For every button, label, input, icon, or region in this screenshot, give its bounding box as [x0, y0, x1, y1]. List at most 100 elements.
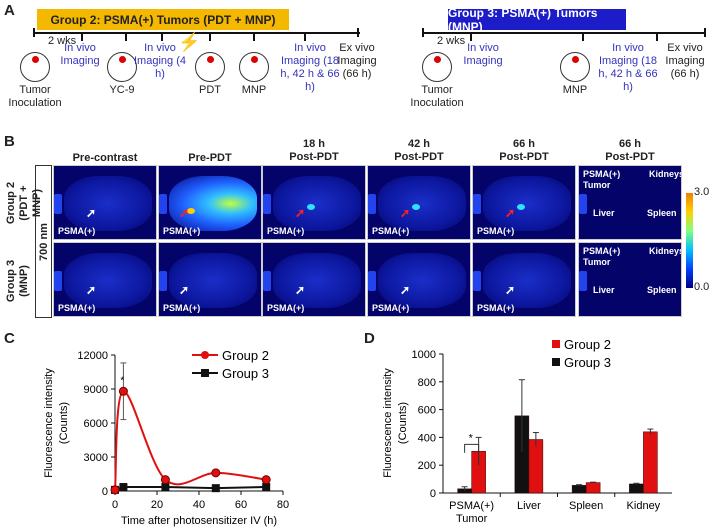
data-point: [160, 475, 170, 485]
panel-b-label: B: [4, 133, 15, 150]
timeline-tick: [209, 32, 211, 41]
group3-title-bar: Group 3: PSMA(+) Tumors (MNP): [448, 6, 626, 34]
x-tick-label: 20: [151, 499, 163, 511]
y-tick-label: 3000: [84, 452, 108, 464]
tumor-label: PSMA(+): [58, 226, 96, 236]
timeline-tick: [422, 28, 424, 37]
colorbar-max: 3.0: [694, 186, 710, 198]
y-tick-label: 12000: [77, 350, 108, 362]
step-label: YC-9: [109, 84, 135, 96]
step-label: MNP: [562, 84, 588, 96]
fluorescence-image: ➚ PSMA(+): [367, 165, 471, 240]
mouse-head: [263, 194, 271, 214]
timeline-tick: [33, 28, 35, 37]
timeline-tick: [582, 32, 584, 41]
imaging-step-label: In vivo Imaging (18 h, 42 h & 66 h): [280, 42, 340, 93]
imaging-step-label: In vivo Imaging: [60, 42, 100, 67]
significance-bracket: [464, 443, 480, 453]
fluorescence-image: ➚ PSMA(+): [262, 165, 366, 240]
tumor-signal: [412, 204, 420, 210]
mouse-body: [483, 253, 571, 308]
timeline-tick: [304, 32, 306, 41]
timeline-tick: [125, 32, 127, 41]
y-tick-label: 6000: [84, 418, 108, 430]
step-label: MNP: [241, 84, 267, 96]
group2-title-bar: Group 2: PSMA(+) Tumors (PDT + MNP): [37, 9, 289, 30]
ex-vivo-organ: [579, 194, 587, 214]
colorbar-min: 0.0: [694, 281, 710, 293]
mouse-body: [64, 176, 152, 231]
arrow-icon: ➚: [505, 283, 516, 297]
bar: [643, 431, 658, 494]
y-tick-label: 0: [430, 488, 436, 500]
fluorescence-image: ➚ PSMA(+): [53, 165, 157, 240]
organ-label-tumor: PSMA(+) Tumor: [583, 169, 621, 190]
mouse-head: [473, 271, 481, 291]
y-axis-label: Fluorescence intensity: [382, 368, 394, 478]
column-header: Pre-PDT: [188, 152, 232, 164]
legend-marker: [552, 358, 560, 366]
mouse-body: [378, 176, 466, 231]
mouse-icon: [239, 52, 269, 82]
fluorescence-image: ➚ PSMA(+): [53, 242, 157, 317]
legend-marker: [201, 369, 209, 377]
y-tick-label: 400: [418, 432, 436, 444]
arrow-icon: ➚: [86, 206, 97, 220]
mouse-body: [64, 253, 152, 308]
mouse-head: [263, 271, 271, 291]
organ-label-tumor: PSMA(+) Tumor: [583, 246, 621, 267]
arrow-icon: ➚: [295, 283, 306, 297]
step-label: Tumor Inoculation: [410, 84, 464, 109]
legend-label: Group 2: [222, 348, 269, 363]
data-point: [110, 485, 120, 495]
tumor-label: PSMA(+): [267, 303, 305, 313]
y-axis-label: Fluorescence intensity: [43, 368, 55, 478]
mouse-body: [273, 176, 361, 231]
mouse-head: [54, 194, 62, 214]
timeline-tick: [161, 32, 163, 41]
tumor-signal: [187, 208, 195, 214]
category-label: Liver: [517, 500, 541, 512]
colorbar: [686, 193, 693, 288]
step-label: Tumor Inoculation: [8, 84, 62, 109]
timeline-tick: [81, 32, 83, 41]
timeline-tick: [357, 28, 359, 37]
timeline-tick: [253, 32, 255, 41]
tumor-label: PSMA(+): [163, 226, 201, 236]
column-header: Pre-contrast: [72, 152, 138, 164]
imaging-step-label: In vivo Imaging: [463, 42, 503, 67]
column-header: 66 h Post-PDT: [499, 138, 549, 163]
fluorescence-image: ➚ PSMA(+): [158, 242, 262, 317]
panel-a-label: A: [4, 2, 15, 19]
y-tick-label: 600: [418, 405, 436, 417]
legend-label: Group 3: [222, 366, 269, 381]
column-header: 66 h Post-PDT: [605, 138, 655, 163]
tumor-label: PSMA(+): [372, 303, 410, 313]
arrow-icon: ➚: [295, 206, 306, 220]
arrow-icon: ➚: [179, 283, 190, 297]
mouse-head: [54, 271, 62, 291]
mouse-head: [159, 194, 167, 214]
y-tick-label: 9000: [84, 384, 108, 396]
category-label: Spleen: [569, 500, 603, 512]
channel-box: 700 nm: [35, 165, 52, 318]
mouse-body: [378, 253, 466, 308]
mouse-head: [368, 271, 376, 291]
category-label: Kidney: [627, 500, 661, 512]
y-tick-label: 800: [418, 377, 436, 389]
arrow-icon: ➚: [400, 206, 411, 220]
arrow-icon: ➚: [400, 283, 411, 297]
significance-marker: *: [469, 433, 474, 445]
mouse-head: [473, 194, 481, 214]
tumor-label: PSMA(+): [267, 226, 305, 236]
timeline-tick: [656, 32, 658, 41]
category-label: PSMA(+): [449, 500, 494, 512]
panel-c-label: C: [4, 330, 15, 347]
mouse-icon: [20, 52, 50, 82]
bar: [528, 439, 544, 494]
organ-label-spleen: Spleen: [647, 285, 677, 295]
mouse-body: [169, 176, 257, 231]
organ-label-spleen: Spleen: [647, 208, 677, 218]
organ-label-kidneys: Kidneys: [649, 169, 682, 179]
